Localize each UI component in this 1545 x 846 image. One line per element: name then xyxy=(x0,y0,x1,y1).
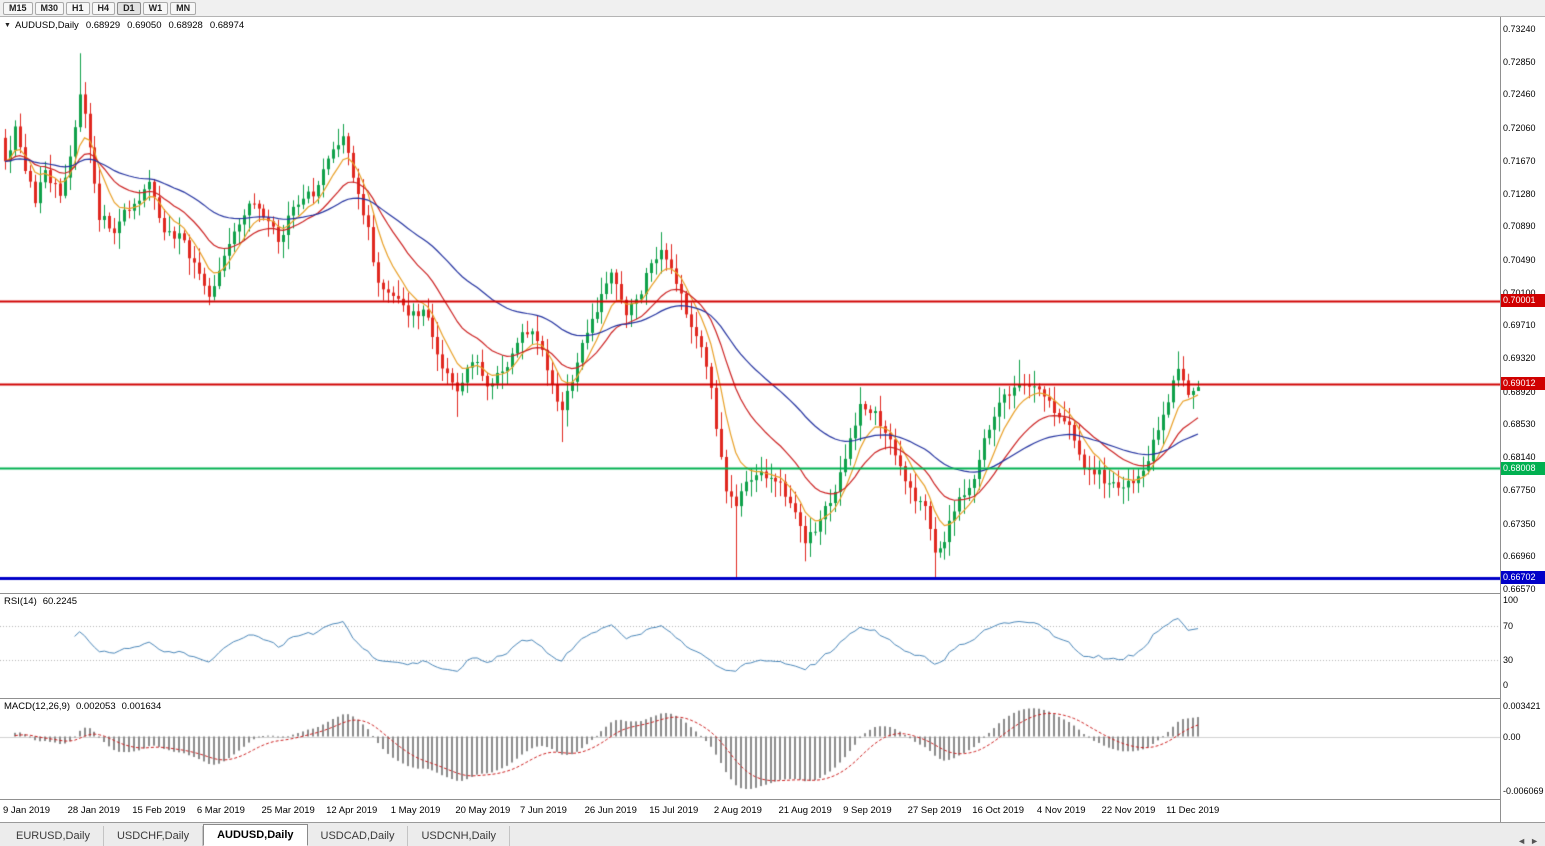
date-label: 11 Dec 2019 xyxy=(1166,805,1220,816)
rsi-axis-label: 30 xyxy=(1503,654,1514,665)
date-label: 15 Feb 2019 xyxy=(132,805,186,816)
price-pane: ▼ AUDUSD,Daily 0.68929 0.69050 0.68928 0… xyxy=(0,17,1500,594)
tab-scroll-left-icon[interactable]: ◄ xyxy=(1517,836,1527,846)
date-label: 6 Mar 2019 xyxy=(196,805,245,816)
macd-pane: MACD(12,26,9) 0.002053 0.001634 xyxy=(0,699,1500,800)
symbol-timeframe-label: AUDUSD,Daily xyxy=(14,20,79,31)
chart-title: ▼ AUDUSD,Daily 0.68929 0.69050 0.68928 0… xyxy=(4,20,244,31)
rsi-title: RSI(14) 60.2245 xyxy=(4,596,77,607)
rsi-canvas[interactable] xyxy=(0,594,1500,698)
rsi-value: 60.2245 xyxy=(42,596,78,607)
ohlc-high: 0.69050 xyxy=(127,20,162,31)
macd-name: MACD(12,26,9) xyxy=(4,701,70,712)
timeframe-button-d1[interactable]: D1 xyxy=(117,1,141,15)
tab-scroll-right-icon[interactable]: ► xyxy=(1530,836,1539,846)
date-label: 4 Nov 2019 xyxy=(1036,805,1086,816)
date-label: 7 Jun 2019 xyxy=(519,805,567,816)
date-label: 22 Nov 2019 xyxy=(1101,805,1156,816)
date-label: 25 Mar 2019 xyxy=(261,805,315,816)
price-axis-label: 0.72460 xyxy=(1503,89,1536,100)
price-chart-canvas[interactable] xyxy=(0,17,1500,593)
tab-usdcad[interactable]: USDCAD,Daily xyxy=(308,826,409,846)
timeframe-button-w1[interactable]: W1 xyxy=(142,1,169,15)
price-line-badge: 0.70001 xyxy=(1501,294,1545,308)
price-axis-label: 0.69320 xyxy=(1503,353,1536,364)
price-axis-label: 0.68920 xyxy=(1503,386,1536,397)
tab-audusd[interactable]: AUDUSD,Daily xyxy=(203,824,308,846)
date-label: 15 Jul 2019 xyxy=(649,805,699,816)
ohlc-close: 0.68974 xyxy=(209,20,245,31)
price-axis-label: 0.71280 xyxy=(1503,188,1536,199)
chart-tabs: EURUSD,Daily USDCHF,Daily AUDUSD,Daily USDC… xyxy=(3,823,511,846)
price-line-badge: 0.68008 xyxy=(1501,461,1545,475)
price-axis-label: 0.69710 xyxy=(1503,320,1536,331)
timeframe-button-mn[interactable]: MN xyxy=(170,1,197,15)
rsi-name: RSI(14) xyxy=(4,596,37,607)
tab-usdchf[interactable]: USDCHF,Daily xyxy=(104,826,204,846)
date-label: 21 Aug 2019 xyxy=(778,805,832,816)
price-axis[interactable]: 0.73240 0.72850 0.72460 0.72060 0.71670 0.712… xyxy=(1500,17,1545,822)
date-label: 9 Sep 2019 xyxy=(843,805,892,816)
date-label: 26 Jun 2019 xyxy=(584,805,637,816)
chart-tab-bar: EURUSD,Daily USDCHF,Daily AUDUSD,Daily USDC… xyxy=(0,822,1545,846)
price-axis-label: 0.70890 xyxy=(1503,221,1536,232)
macd-axis-label: 0.00 xyxy=(1503,731,1521,742)
price-axis-label: 0.68140 xyxy=(1503,452,1536,463)
price-line-badge: 0.66702 xyxy=(1501,571,1545,585)
price-axis-label: 0.70100 xyxy=(1503,287,1536,298)
timeframe-button-h4[interactable]: H4 xyxy=(91,1,116,15)
price-axis-label: 0.67350 xyxy=(1503,518,1536,529)
date-label: 28 Jan 2019 xyxy=(67,805,120,816)
rsi-axis-label: 0 xyxy=(1503,680,1509,690)
price-axis-label: 0.67750 xyxy=(1503,484,1536,495)
rsi-axis-label: 70 xyxy=(1503,620,1514,631)
price-line-badge: 0.69012 xyxy=(1501,377,1545,391)
chart-panes: ▼ AUDUSD,Daily 0.68929 0.69050 0.68928 0… xyxy=(0,17,1500,822)
timeframe-button-h1[interactable]: H1 xyxy=(66,1,90,15)
time-axis[interactable]: 9 Jan 2019 28 Jan 2019 15 Feb 2019 6 Mar 20… xyxy=(0,800,1500,822)
macd-main-value: 0.002053 xyxy=(76,701,116,712)
price-axis-label: 0.68530 xyxy=(1503,419,1536,430)
date-label: 2 Aug 2019 xyxy=(713,805,762,816)
date-label: 1 May 2019 xyxy=(390,805,441,816)
date-label: 12 Apr 2019 xyxy=(326,805,378,816)
macd-axis-label: -0.006069 xyxy=(1503,785,1544,796)
timeframe-button-m15[interactable]: M15 xyxy=(3,1,33,15)
date-label: 20 May 2019 xyxy=(455,805,511,816)
macd-axis-label: 0.003421 xyxy=(1503,700,1541,711)
price-axis-label: 0.71670 xyxy=(1503,155,1536,166)
collapse-triangle-icon[interactable]: ▼ xyxy=(4,22,11,29)
macd-title: MACD(12,26,9) 0.002053 0.001634 xyxy=(4,701,161,712)
date-label: 16 Oct 2019 xyxy=(972,805,1025,816)
macd-canvas[interactable] xyxy=(0,699,1500,799)
tab-eurusd[interactable]: EURUSD,Daily xyxy=(3,826,104,846)
date-label: 27 Sep 2019 xyxy=(907,805,962,816)
tab-scroll-controls: ◄ ► xyxy=(1517,836,1545,846)
chart-window: ▼ AUDUSD,Daily 0.68929 0.69050 0.68928 0… xyxy=(0,17,1545,822)
price-axis-label: 0.70490 xyxy=(1503,254,1536,265)
price-axis-label: 0.72060 xyxy=(1503,123,1536,134)
price-axis-label: 0.73240 xyxy=(1503,23,1536,34)
price-axis-label: 0.72850 xyxy=(1503,56,1536,67)
timeframe-toolbar: M15 M30 H1 H4 D1 W1 MN xyxy=(0,0,1545,17)
ohlc-open: 0.68929 xyxy=(85,20,121,31)
ohlc-low: 0.68928 xyxy=(168,20,203,31)
rsi-pane: RSI(14) 60.2245 xyxy=(0,594,1500,699)
macd-signal-value: 0.001634 xyxy=(121,701,162,712)
price-axis-label: 0.66960 xyxy=(1503,551,1536,562)
timeframe-button-m30[interactable]: M30 xyxy=(34,1,65,15)
date-label: 9 Jan 2019 xyxy=(3,805,51,816)
price-axis-label: 0.66570 xyxy=(1503,584,1536,595)
tab-usdcnh[interactable]: USDCNH,Daily xyxy=(408,826,511,846)
rsi-axis-label: 100 xyxy=(1503,595,1519,605)
